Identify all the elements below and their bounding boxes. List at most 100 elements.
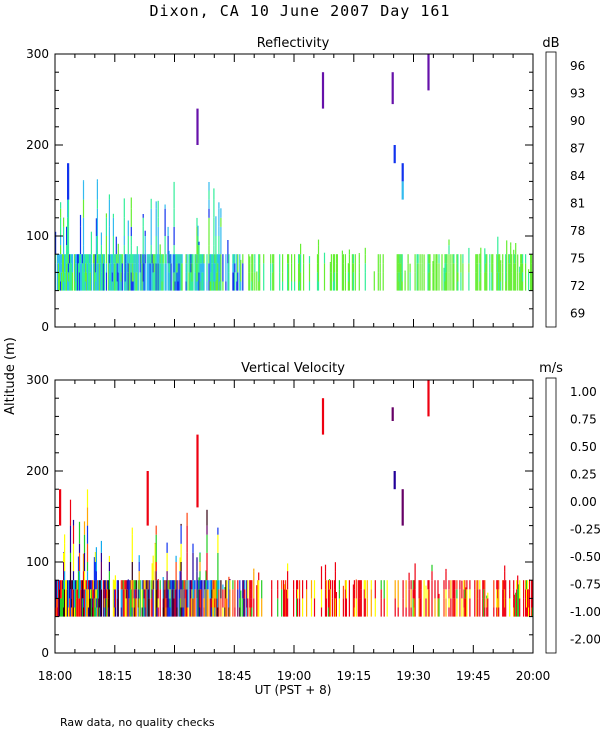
reflectivity-cell [67, 263, 70, 273]
velocity-cell [186, 580, 188, 590]
reflectivity-cell [114, 254, 116, 264]
reflectivity-cell [118, 272, 120, 291]
velocity-colorbar-label: -2.00 [570, 632, 600, 646]
velocity-cell [497, 598, 499, 617]
reflectivity-cell [213, 254, 215, 282]
velocity-cell [525, 589, 527, 599]
velocity-cell [210, 589, 212, 599]
reflectivity-cell [299, 281, 301, 291]
reflectivity-cell [126, 254, 128, 273]
velocity-y-tick-label: 300 [26, 373, 49, 387]
velocity-cell [199, 571, 201, 581]
reflectivity-cell [134, 263, 136, 282]
reflectivity-cell [190, 254, 192, 264]
reflectivity-cell [432, 263, 434, 273]
velocity-cell [64, 534, 66, 544]
reflectivity-cell [419, 281, 421, 291]
reflectivity-cell [121, 263, 123, 291]
velocity-cell [333, 589, 335, 599]
reflectivity-cell [303, 254, 305, 264]
reflectivity-cell [131, 281, 133, 291]
velocity-cell [102, 580, 104, 590]
reflectivity-cell [140, 254, 142, 264]
reflectivity-cell [67, 281, 70, 291]
velocity-cell [283, 607, 285, 617]
velocity-cell [526, 589, 528, 608]
velocity-cell [107, 598, 109, 608]
reflectivity-cell [135, 272, 137, 291]
reflectivity-cell [399, 263, 401, 282]
velocity-cell [412, 598, 414, 617]
velocity-cell [461, 580, 463, 599]
reflectivity-cell [156, 263, 158, 291]
velocity-cell [413, 598, 415, 608]
velocity-cell [352, 607, 354, 617]
velocity-cell [91, 607, 93, 617]
velocity-cell [86, 562, 89, 572]
reflectivity-cell [67, 226, 70, 255]
reflectivity-cell [173, 208, 175, 227]
velocity-cell [331, 598, 333, 617]
reflectivity-cell [157, 236, 159, 264]
reflectivity-cell [272, 272, 274, 291]
reflectivity-cell [417, 263, 419, 291]
reflectivity-cell [164, 204, 166, 209]
velocity-cell [65, 580, 67, 590]
reflectivity-cell [416, 254, 418, 264]
velocity-cell [135, 589, 137, 599]
velocity-cell [513, 589, 515, 599]
reflectivity-cell [97, 263, 99, 291]
velocity-cell [144, 607, 146, 617]
reflectivity-cell [218, 208, 220, 227]
reflectivity-cell [252, 281, 254, 291]
velocity-cell [86, 589, 89, 617]
reflectivity-cell [498, 254, 500, 273]
velocity-cell [173, 598, 175, 617]
reflectivity-cell [398, 281, 400, 291]
reflectivity-cell [177, 281, 179, 291]
velocity-cell [479, 580, 481, 590]
reflectivity-colorbar-label: 72 [570, 279, 585, 293]
reflectivity-cell [110, 263, 112, 291]
velocity-cell [63, 607, 65, 617]
velocity-cell [324, 580, 327, 590]
velocity-cell [258, 598, 260, 617]
reflectivity-cell [115, 254, 117, 264]
reflectivity-cell [120, 281, 122, 291]
reflectivity-cell [497, 254, 499, 273]
reflectivity-cell [429, 254, 431, 264]
velocity-cell [114, 607, 116, 617]
reflectivity-cell [316, 263, 319, 273]
velocity-cell [183, 580, 185, 590]
reflectivity-cell [416, 263, 418, 291]
velocity-data [55, 380, 534, 617]
velocity-cell [162, 607, 164, 617]
velocity-cell [78, 598, 81, 617]
velocity-cell [217, 527, 219, 535]
reflectivity-cell [198, 241, 200, 246]
velocity-cell [185, 580, 187, 590]
reflectivity-cell [130, 226, 132, 236]
reflectivity-cell [142, 281, 144, 291]
reflectivity-cell [198, 245, 200, 273]
velocity-cell [363, 580, 365, 590]
velocity-cell [237, 589, 239, 608]
reflectivity-cell [103, 263, 105, 291]
reflectivity-cell [82, 217, 85, 246]
velocity-cell [357, 580, 359, 608]
velocity-cell [253, 571, 255, 599]
velocity-cell [469, 589, 471, 599]
reflectivity-cell [379, 272, 381, 291]
velocity-cell [344, 589, 346, 617]
reflectivity-cell [66, 245, 68, 264]
reflectivity-cell [288, 263, 290, 291]
velocity-cell [250, 598, 252, 617]
velocity-cell [348, 580, 350, 608]
velocity-cell [239, 598, 241, 608]
velocity-cell [277, 598, 279, 617]
reflectivity-cell [181, 263, 183, 291]
reflectivity-cell [55, 231, 57, 255]
reflectivity-cell [519, 266, 521, 273]
velocity-cell [213, 589, 215, 617]
